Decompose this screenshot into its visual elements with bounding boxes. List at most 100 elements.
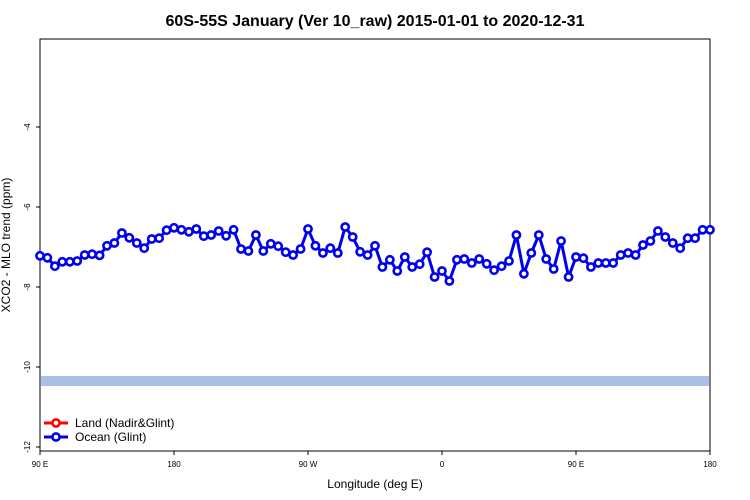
data-point bbox=[675, 243, 686, 254]
y-tick-label: -6 bbox=[23, 203, 32, 211]
data-point bbox=[437, 266, 447, 276]
data-point bbox=[221, 230, 231, 241]
x-axis: 90 E 180 90 W 0 90 E 180 bbox=[32, 451, 717, 469]
data-point bbox=[288, 250, 298, 260]
data-point bbox=[243, 246, 254, 256]
x-tick-label: 90 E bbox=[568, 460, 584, 469]
data-point bbox=[228, 224, 239, 235]
data-point bbox=[139, 243, 150, 254]
data-point bbox=[362, 250, 373, 260]
data-point bbox=[206, 230, 217, 240]
data-point bbox=[504, 256, 514, 266]
x-axis-label: Longitude (deg E) bbox=[327, 477, 422, 491]
data-point bbox=[511, 230, 522, 240]
data-point bbox=[563, 272, 574, 282]
data-point bbox=[176, 224, 187, 235]
data-point bbox=[64, 256, 75, 267]
data-point bbox=[451, 254, 462, 265]
data-point bbox=[117, 228, 127, 238]
data-point bbox=[94, 250, 105, 261]
legend-marker bbox=[51, 418, 61, 428]
chart-title: 60S-55S January (Ver 10_raw) 2015-01-01 … bbox=[166, 13, 585, 30]
data-point bbox=[615, 250, 626, 260]
legend-marker bbox=[51, 432, 61, 442]
reference-band bbox=[41, 376, 709, 386]
data-point bbox=[667, 238, 678, 248]
data-point bbox=[72, 256, 83, 266]
x-tick-label: 90 E bbox=[32, 460, 48, 469]
y-tick-label: -10 bbox=[23, 361, 32, 373]
data-point bbox=[169, 222, 179, 233]
data-point bbox=[474, 254, 485, 264]
data-point bbox=[295, 244, 306, 254]
data-point bbox=[310, 240, 321, 251]
data-point bbox=[489, 265, 499, 276]
y-axis: -12 -10 -8 -6 -4 bbox=[23, 123, 40, 453]
y-tick-label: -4 bbox=[23, 123, 32, 131]
data-point bbox=[87, 249, 97, 260]
data-point bbox=[407, 262, 418, 272]
data-point bbox=[533, 230, 544, 240]
data-point bbox=[57, 256, 68, 267]
data-point bbox=[303, 224, 313, 234]
series-line bbox=[39, 225, 710, 283]
y-tick-label: -8 bbox=[23, 283, 32, 291]
x-tick-label: 90 W bbox=[299, 460, 318, 469]
data-point bbox=[332, 248, 343, 258]
data-point bbox=[377, 262, 388, 272]
data-point bbox=[690, 233, 700, 244]
data-point bbox=[578, 253, 589, 264]
data-point bbox=[630, 250, 641, 260]
data-point bbox=[444, 276, 455, 286]
data-point bbox=[526, 248, 537, 258]
data-point bbox=[317, 248, 328, 258]
data-point bbox=[340, 222, 351, 232]
data-point bbox=[79, 250, 90, 260]
data-point bbox=[258, 246, 269, 256]
data-point bbox=[608, 258, 619, 268]
data-point bbox=[355, 246, 365, 257]
data-point bbox=[638, 240, 648, 250]
data-point bbox=[519, 268, 529, 279]
data-point bbox=[586, 262, 596, 272]
data-point bbox=[593, 258, 604, 268]
data-point bbox=[653, 226, 663, 236]
y-axis-label: XCO2 - MLO trend (ppm) bbox=[0, 178, 13, 313]
data-point bbox=[35, 250, 45, 261]
data-point bbox=[236, 244, 246, 254]
data-point bbox=[660, 232, 671, 242]
data-point bbox=[556, 236, 566, 246]
data-point bbox=[325, 243, 336, 254]
x-tick-label: 180 bbox=[703, 460, 717, 469]
data-point bbox=[645, 236, 656, 246]
legend-label: Ocean (Glint) bbox=[75, 430, 146, 444]
data-point bbox=[459, 254, 470, 264]
x-tick-label: 0 bbox=[440, 460, 445, 469]
data-point bbox=[384, 254, 395, 265]
data-point bbox=[131, 238, 142, 248]
data-point bbox=[154, 233, 164, 244]
data-point bbox=[414, 259, 425, 270]
plot-frame bbox=[39, 38, 711, 452]
data-point bbox=[347, 232, 358, 242]
legend-label: Land (Nadir&Glint) bbox=[75, 416, 174, 430]
data-point bbox=[191, 224, 202, 234]
data-point bbox=[146, 234, 157, 244]
data-point bbox=[422, 247, 432, 258]
data-point bbox=[541, 254, 552, 264]
data-point bbox=[50, 261, 60, 272]
data-point bbox=[392, 266, 403, 276]
series-layer bbox=[35, 222, 715, 286]
data-point bbox=[548, 264, 559, 274]
x-tick-label: 180 bbox=[167, 460, 181, 469]
y-tick-label: -12 bbox=[23, 441, 32, 453]
data-point bbox=[250, 230, 261, 240]
data-point bbox=[124, 232, 135, 243]
data-point bbox=[399, 252, 410, 262]
data-point bbox=[429, 272, 440, 282]
data-point bbox=[496, 261, 507, 272]
data-point bbox=[273, 241, 284, 252]
data-point bbox=[571, 252, 581, 262]
data-point bbox=[705, 224, 715, 235]
